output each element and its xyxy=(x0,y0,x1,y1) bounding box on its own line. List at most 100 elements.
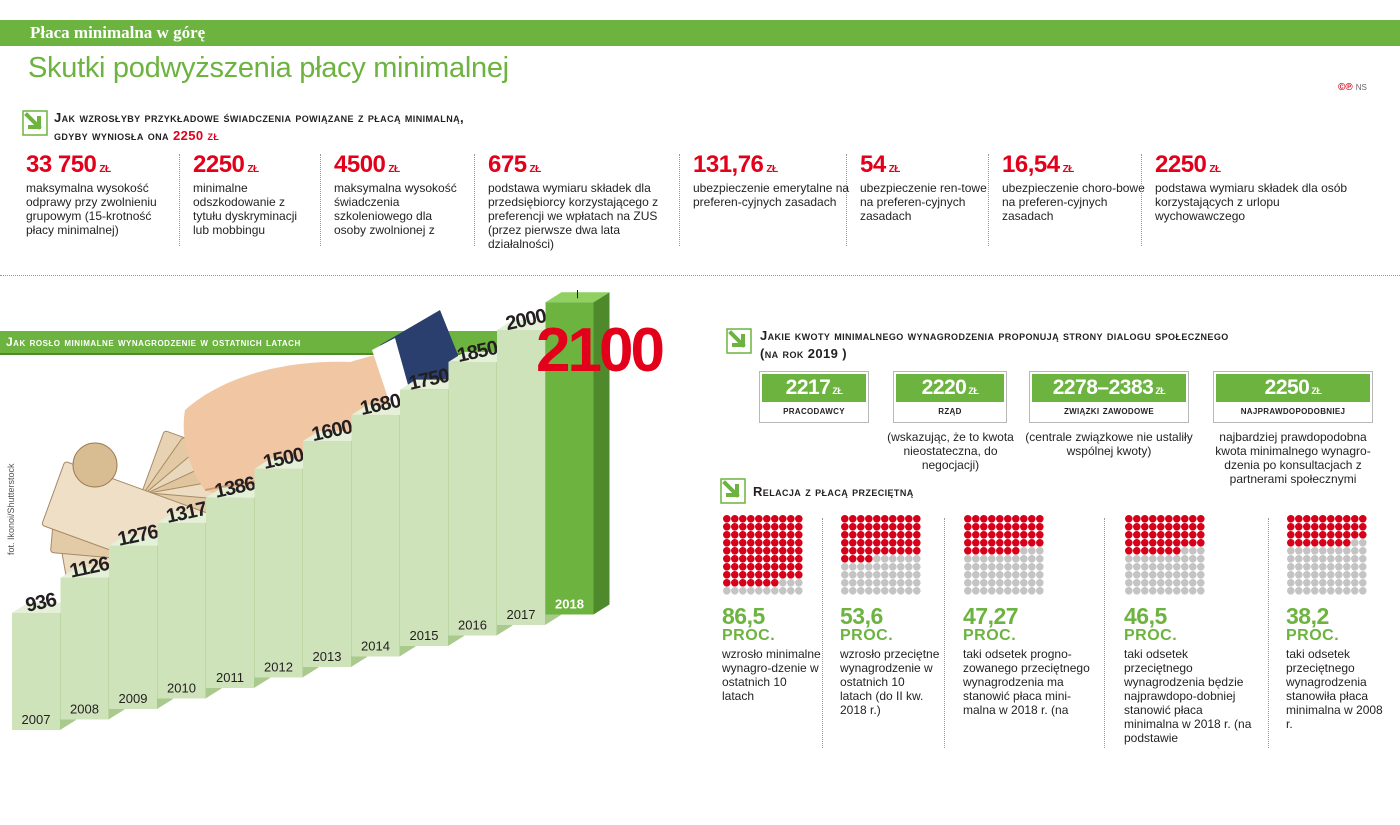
percent-dot xyxy=(755,523,763,531)
proposal-box: 2278–2383 zł związki zawodowe xyxy=(1029,371,1189,423)
percent-dot xyxy=(1311,587,1319,595)
percent-dot xyxy=(1141,571,1149,579)
percent-dot xyxy=(1351,547,1359,555)
percent-dot xyxy=(913,579,921,587)
percent-dot xyxy=(865,571,873,579)
percent-dot xyxy=(739,579,747,587)
percent-dot xyxy=(857,563,865,571)
percent-dot xyxy=(1351,523,1359,531)
percent-dot xyxy=(1133,555,1141,563)
percent-dot xyxy=(1327,587,1335,595)
bar-side xyxy=(593,292,610,615)
benefit-value: 675 zł xyxy=(488,152,673,180)
percent-dot xyxy=(779,539,787,547)
percent-dot xyxy=(881,539,889,547)
benefit-description: ubezpieczenie emerytalne na preferen-cyj… xyxy=(693,181,850,209)
divider xyxy=(0,275,1400,276)
proposal-amount: 2217 xyxy=(785,376,831,399)
percent-dot xyxy=(1319,515,1327,523)
proposal-box: 2250 zł najprawdopodobniej xyxy=(1213,371,1373,423)
benefit-amount: 4500 xyxy=(334,151,386,178)
percent-dot xyxy=(865,547,873,555)
year-label: 2010 xyxy=(167,681,196,696)
percent-dot xyxy=(964,523,972,531)
arrow-down-right-icon xyxy=(22,110,48,136)
percent-dot xyxy=(723,571,731,579)
percent-dot xyxy=(1173,539,1181,547)
percent-dot xyxy=(865,587,873,595)
percent-dot xyxy=(1004,555,1012,563)
percent-dot xyxy=(881,587,889,595)
percent-dot xyxy=(1343,571,1351,579)
relation-value: 46,5 xyxy=(1124,603,1167,629)
relation-unit: PROC. xyxy=(722,627,776,644)
percent-dot xyxy=(739,571,747,579)
percent-dot xyxy=(763,587,771,595)
percent-dot xyxy=(1327,515,1335,523)
percent-dot xyxy=(1287,579,1295,587)
percent-dot xyxy=(1311,571,1319,579)
percent-dot xyxy=(779,579,787,587)
percent-dot xyxy=(779,563,787,571)
percent-dot xyxy=(873,515,881,523)
benefit-description: maksymalna wysokość odprawy przy zwolnie… xyxy=(26,181,157,237)
percent-dot xyxy=(1012,579,1020,587)
percent-dot xyxy=(1125,571,1133,579)
percent-dot xyxy=(763,579,771,587)
header-bar: Płaca minimalna w górę xyxy=(0,20,1400,46)
percent-dot xyxy=(913,587,921,595)
percent-dot xyxy=(964,563,972,571)
percent-dot xyxy=(1335,563,1343,571)
benefit-value: 2250 zł xyxy=(1155,152,1355,180)
percent-dot xyxy=(787,571,795,579)
percent-dot xyxy=(755,571,763,579)
percent-dot xyxy=(881,555,889,563)
percent-dot xyxy=(1125,563,1133,571)
percent-dot xyxy=(1319,555,1327,563)
benefits-title-amount: 2250 zł xyxy=(172,128,220,143)
benefit-unit: zł xyxy=(1062,159,1075,175)
percent-dot xyxy=(1173,547,1181,555)
percent-dot xyxy=(779,571,787,579)
percent-dot xyxy=(1157,539,1165,547)
percent-dot xyxy=(1327,539,1335,547)
percent-dot xyxy=(1012,571,1020,579)
percent-dot xyxy=(1311,555,1319,563)
benefit-unit: zł xyxy=(388,159,400,175)
percent-dot xyxy=(964,515,972,523)
percent-dot xyxy=(1197,587,1205,595)
percent-dot xyxy=(873,539,881,547)
percent-dot xyxy=(1327,555,1335,563)
percent-dot xyxy=(972,523,980,531)
percent-dot xyxy=(1181,555,1189,563)
percent-dot xyxy=(1157,531,1165,539)
percent-dot xyxy=(913,571,921,579)
percent-dot xyxy=(723,579,731,587)
year-label: 2015 xyxy=(410,628,439,643)
percent-dot xyxy=(1149,563,1157,571)
percent-dot xyxy=(881,531,889,539)
benefit-value: 54 zł xyxy=(860,152,995,180)
percent-dot xyxy=(873,555,881,563)
percent-dot xyxy=(1351,563,1359,571)
percent-dot xyxy=(1335,515,1343,523)
percent-dot xyxy=(849,547,857,555)
percent-dot xyxy=(739,555,747,563)
bar-top xyxy=(60,567,125,578)
percent-dot xyxy=(1343,531,1351,539)
percent-dot xyxy=(865,539,873,547)
percent-dot xyxy=(889,563,897,571)
bar-2010 xyxy=(157,522,206,699)
percent-dot xyxy=(841,531,849,539)
relation-unit: PROC. xyxy=(1124,627,1178,644)
percent-dot xyxy=(1335,539,1343,547)
percent-dot xyxy=(1157,579,1165,587)
percent-dot xyxy=(1012,563,1020,571)
percent-dot xyxy=(857,571,865,579)
percent-dot xyxy=(889,539,897,547)
percent-dot xyxy=(747,523,755,531)
percent-dot xyxy=(1133,579,1141,587)
proposal-value: 2250 zł xyxy=(1216,374,1370,402)
percent-dot xyxy=(1295,547,1303,555)
percent-dot xyxy=(731,555,739,563)
